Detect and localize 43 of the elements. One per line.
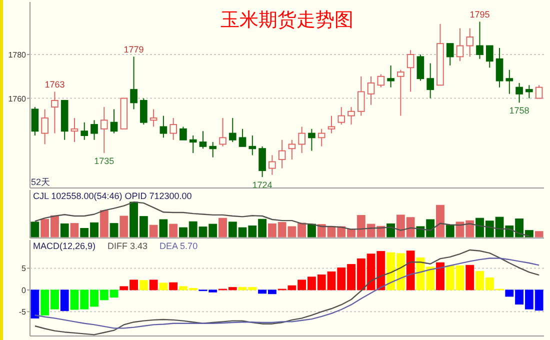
bar — [60, 223, 69, 238]
bar — [60, 290, 69, 312]
text: DIFF 3.43 — [108, 241, 148, 251]
bar — [169, 282, 178, 290]
bar — [30, 290, 40, 318]
annotation: 1795 — [470, 10, 490, 20]
chart-title: MACD(12,26,9) — [33, 241, 96, 251]
bar — [169, 224, 178, 238]
y-tick-label: 1780 — [8, 50, 27, 60]
bar — [100, 210, 108, 238]
annotation: 1735 — [94, 156, 114, 166]
bar — [139, 280, 148, 290]
bar — [110, 223, 118, 238]
bar — [30, 222, 40, 238]
bar — [308, 224, 316, 238]
text: DEA 5.70 — [160, 241, 198, 251]
bar — [149, 224, 158, 238]
y-tick-label: -5 — [18, 308, 27, 317]
bar — [120, 216, 128, 238]
annotation: 1779 — [124, 44, 144, 55]
bar — [159, 219, 168, 238]
chart-title: CJL 102558.00(54:46) OPID 712300.00 — [33, 191, 192, 201]
bar — [466, 264, 474, 290]
annotation: 1763 — [44, 80, 65, 90]
chart-title: 玉米期货走势图 — [220, 10, 354, 31]
bar — [70, 223, 79, 238]
line-series — [34, 258, 540, 329]
annotation: 52天 — [31, 177, 50, 187]
bar — [159, 282, 168, 290]
y-tick-label: 5 — [22, 264, 27, 274]
bar — [534, 231, 544, 238]
y-tick-label: 1760 — [8, 94, 27, 104]
bar — [218, 218, 227, 238]
annotation: 1724 — [252, 180, 272, 190]
line-series — [34, 249, 540, 336]
bar — [149, 280, 158, 290]
y-tick-label: 0 — [22, 286, 27, 295]
annotation: 1758 — [509, 106, 530, 116]
bar — [406, 250, 415, 290]
bar — [436, 262, 444, 290]
bar — [436, 204, 444, 238]
bar — [446, 224, 454, 238]
bar — [386, 223, 395, 238]
